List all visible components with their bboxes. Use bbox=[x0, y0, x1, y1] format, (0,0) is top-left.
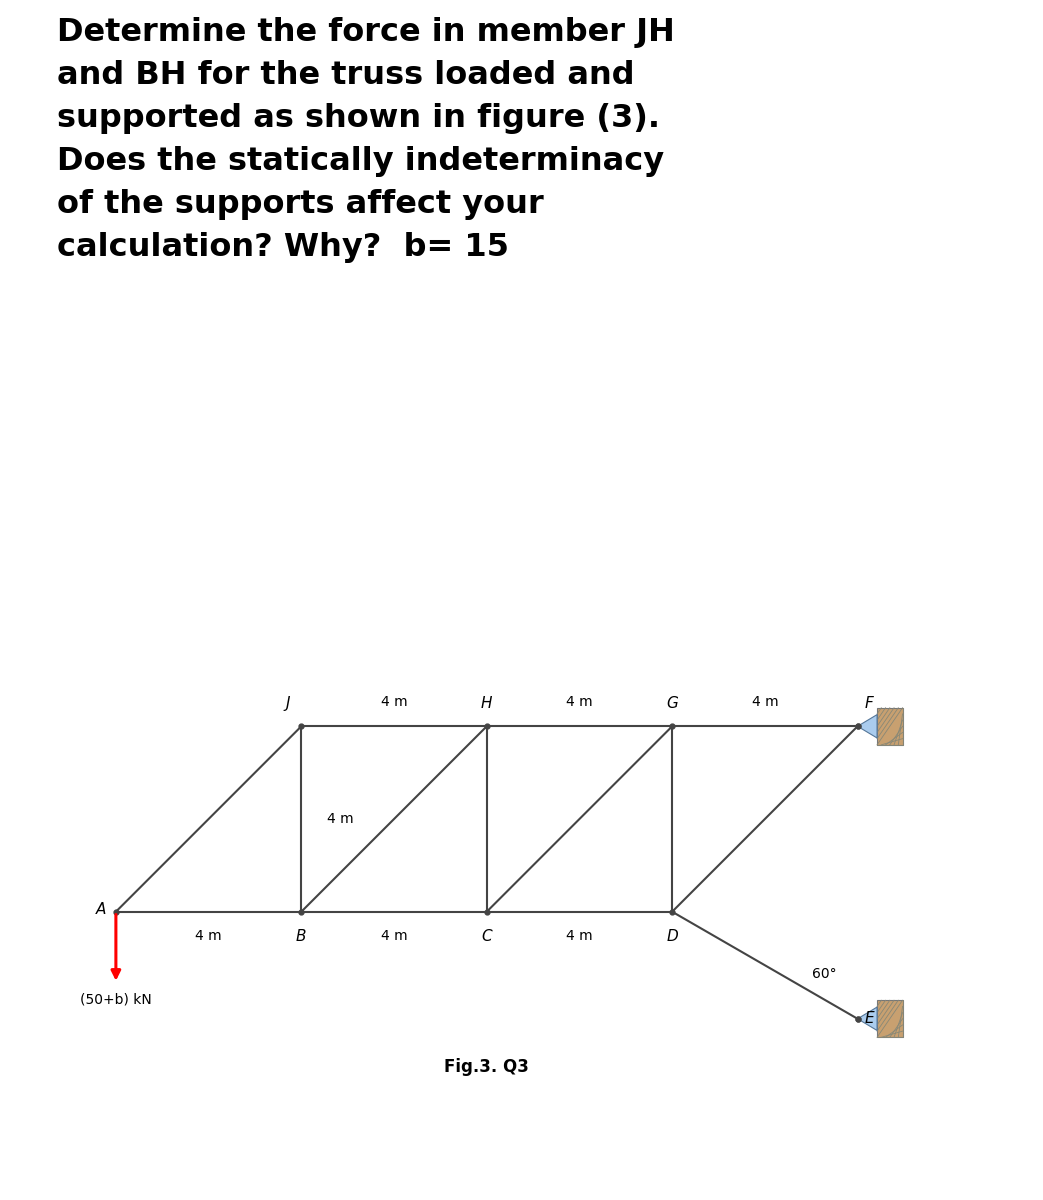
Polygon shape bbox=[857, 715, 877, 738]
Text: 60°: 60° bbox=[812, 967, 836, 982]
Bar bbox=[877, 1001, 902, 1037]
Text: Fig.3. Q3: Fig.3. Q3 bbox=[444, 1058, 529, 1076]
Text: C: C bbox=[482, 929, 492, 944]
Text: B: B bbox=[296, 929, 307, 944]
Text: 4 m: 4 m bbox=[752, 695, 778, 709]
Text: 4 m: 4 m bbox=[195, 929, 222, 943]
Text: Determine the force in member JH
and BH for the truss loaded and
supported as sh: Determine the force in member JH and BH … bbox=[57, 17, 675, 263]
Text: H: H bbox=[481, 696, 492, 712]
Text: 4 m: 4 m bbox=[566, 695, 592, 709]
Text: 4 m: 4 m bbox=[381, 929, 408, 943]
Text: E: E bbox=[865, 1012, 874, 1026]
Text: D: D bbox=[666, 929, 678, 944]
Text: G: G bbox=[666, 696, 678, 712]
Text: 4 m: 4 m bbox=[326, 812, 354, 826]
Polygon shape bbox=[857, 1007, 877, 1031]
Text: (50+b) kN: (50+b) kN bbox=[80, 992, 152, 1007]
Text: F: F bbox=[865, 696, 873, 712]
Text: J: J bbox=[285, 696, 290, 712]
Bar bbox=[877, 708, 902, 745]
Text: 4 m: 4 m bbox=[566, 929, 592, 943]
Text: 4 m: 4 m bbox=[381, 695, 408, 709]
Text: A: A bbox=[96, 902, 106, 917]
